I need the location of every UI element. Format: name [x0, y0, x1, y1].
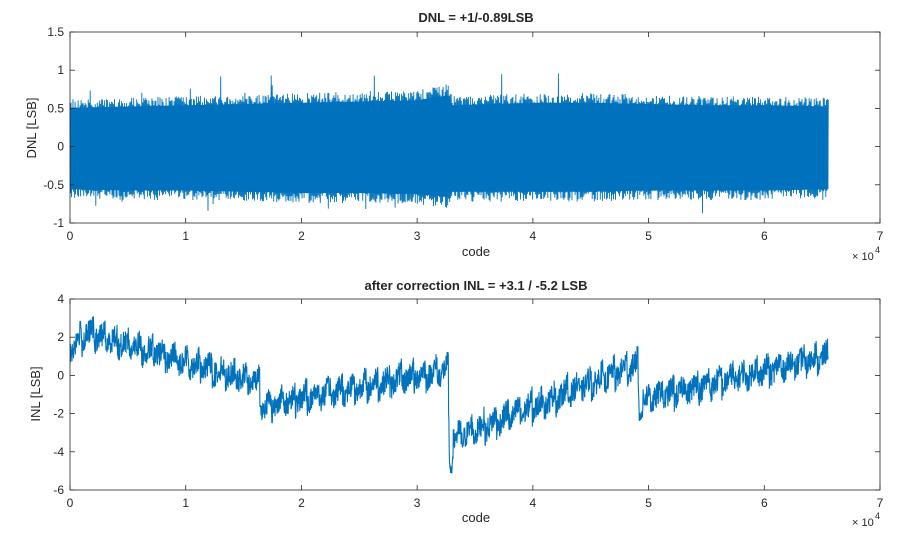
- y-tick-label: 4: [57, 292, 64, 306]
- x-tick-label: 4: [530, 496, 537, 510]
- dnl-x-multiplier-exp: 4: [875, 245, 880, 255]
- inl-y-label: INL [LSB]: [28, 366, 43, 421]
- inl-x-label: code: [462, 510, 490, 525]
- x-tick-label: 3: [414, 229, 421, 243]
- x-tick-label: 7: [877, 229, 884, 243]
- inl-x-multiplier-exp: 4: [875, 511, 880, 521]
- x-tick-label: 1: [182, 229, 189, 243]
- x-tick-label: 2: [298, 229, 305, 243]
- y-tick-label: -0.5: [43, 178, 64, 192]
- x-tick-label: 6: [761, 496, 768, 510]
- y-tick-label: 0: [57, 368, 64, 382]
- x-tick-label: 0: [67, 229, 74, 243]
- inl-x-multiplier-base: × 10: [852, 517, 874, 529]
- x-tick-label: 6: [761, 229, 768, 243]
- dnl-x-multiplier-base: × 10: [852, 251, 874, 263]
- inl-title: after correction INL = +3.1 / -5.2 LSB: [364, 278, 587, 293]
- x-tick-label: 7: [877, 496, 884, 510]
- x-tick-label: 2: [298, 496, 305, 510]
- dnl-y-label: DNL [LSB]: [24, 98, 39, 159]
- dnl-y-axis: -1 -0.5 0 0.5 1 1.5: [43, 25, 880, 230]
- dnl-x-axis: 0 1 2 3 4 5 6 7: [67, 32, 884, 243]
- y-tick-label: -2: [53, 407, 64, 421]
- y-tick-label: -6: [53, 483, 64, 497]
- x-tick-label: 4: [530, 229, 537, 243]
- inl-trace: [69, 316, 829, 474]
- y-tick-label: 2: [57, 330, 64, 344]
- dnl-plot: DNL = +1/-0.89LSB 0 1 2 3 4 5 6 7 -1 -0.5 0 0.5 1 1.…: [24, 10, 884, 263]
- x-tick-label: 3: [414, 496, 421, 510]
- y-tick-label: 0: [57, 140, 64, 154]
- dnl-title: DNL = +1/-0.89LSB: [418, 10, 533, 25]
- inl-axes-box: [69, 298, 881, 491]
- x-tick-label: 0: [67, 496, 74, 510]
- dnl-trace: [69, 73, 829, 214]
- y-tick-label: -4: [53, 445, 64, 459]
- dnl-axes-box: [69, 31, 881, 224]
- x-tick-label: 1: [182, 496, 189, 510]
- inl-series-line: [69, 316, 829, 474]
- y-tick-label: 0.5: [47, 101, 64, 115]
- y-tick-label: 1: [57, 63, 64, 77]
- x-tick-label: 5: [645, 496, 652, 510]
- y-tick-label: 1.5: [47, 25, 64, 39]
- inl-y-axis: -6 -4 -2 0 2 4: [53, 292, 880, 497]
- inl-x-multiplier: × 10 4: [852, 511, 880, 529]
- inl-x-axis: 0 1 2 3 4 5 6 7: [67, 299, 884, 510]
- y-tick-label: -1: [53, 216, 64, 230]
- dnl-x-multiplier: × 10 4: [852, 245, 880, 263]
- x-tick-label: 5: [645, 229, 652, 243]
- dnl-x-label: code: [462, 244, 490, 259]
- inl-plot: after correction INL = +3.1 / -5.2 LSB 0…: [28, 278, 884, 529]
- dnl-series-line: [69, 73, 829, 214]
